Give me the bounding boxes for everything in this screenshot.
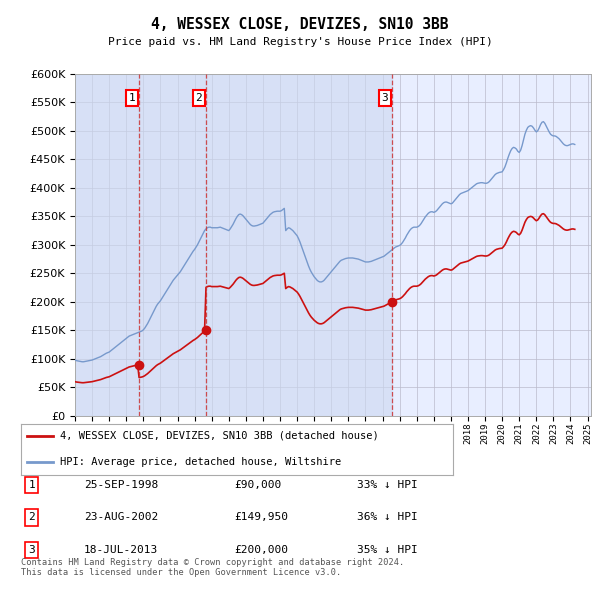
Text: 4, WESSEX CLOSE, DEVIZES, SN10 3BB: 4, WESSEX CLOSE, DEVIZES, SN10 3BB: [151, 17, 449, 32]
Text: HPI: Average price, detached house, Wiltshire: HPI: Average price, detached house, Wilt…: [60, 457, 341, 467]
Text: Contains HM Land Registry data © Crown copyright and database right 2024.
This d: Contains HM Land Registry data © Crown c…: [21, 558, 404, 577]
Text: 18-JUL-2013: 18-JUL-2013: [84, 545, 158, 555]
Text: 2: 2: [195, 93, 202, 103]
Text: 36% ↓ HPI: 36% ↓ HPI: [357, 513, 418, 522]
Text: 3: 3: [382, 93, 388, 103]
Text: £200,000: £200,000: [234, 545, 288, 555]
Text: 1: 1: [128, 93, 135, 103]
Text: 23-AUG-2002: 23-AUG-2002: [84, 513, 158, 522]
Text: 2: 2: [28, 513, 35, 522]
Text: 3: 3: [28, 545, 35, 555]
Text: 1: 1: [28, 480, 35, 490]
Bar: [75, 74, 139, 416]
Text: 25-SEP-1998: 25-SEP-1998: [84, 480, 158, 490]
Text: Price paid vs. HM Land Registry's House Price Index (HPI): Price paid vs. HM Land Registry's House …: [107, 38, 493, 47]
Bar: [206, 74, 392, 416]
Text: 35% ↓ HPI: 35% ↓ HPI: [357, 545, 418, 555]
Text: £90,000: £90,000: [234, 480, 281, 490]
Text: £149,950: £149,950: [234, 513, 288, 522]
Bar: [139, 74, 206, 416]
Text: 4, WESSEX CLOSE, DEVIZES, SN10 3BB (detached house): 4, WESSEX CLOSE, DEVIZES, SN10 3BB (deta…: [60, 431, 379, 441]
Text: 33% ↓ HPI: 33% ↓ HPI: [357, 480, 418, 490]
